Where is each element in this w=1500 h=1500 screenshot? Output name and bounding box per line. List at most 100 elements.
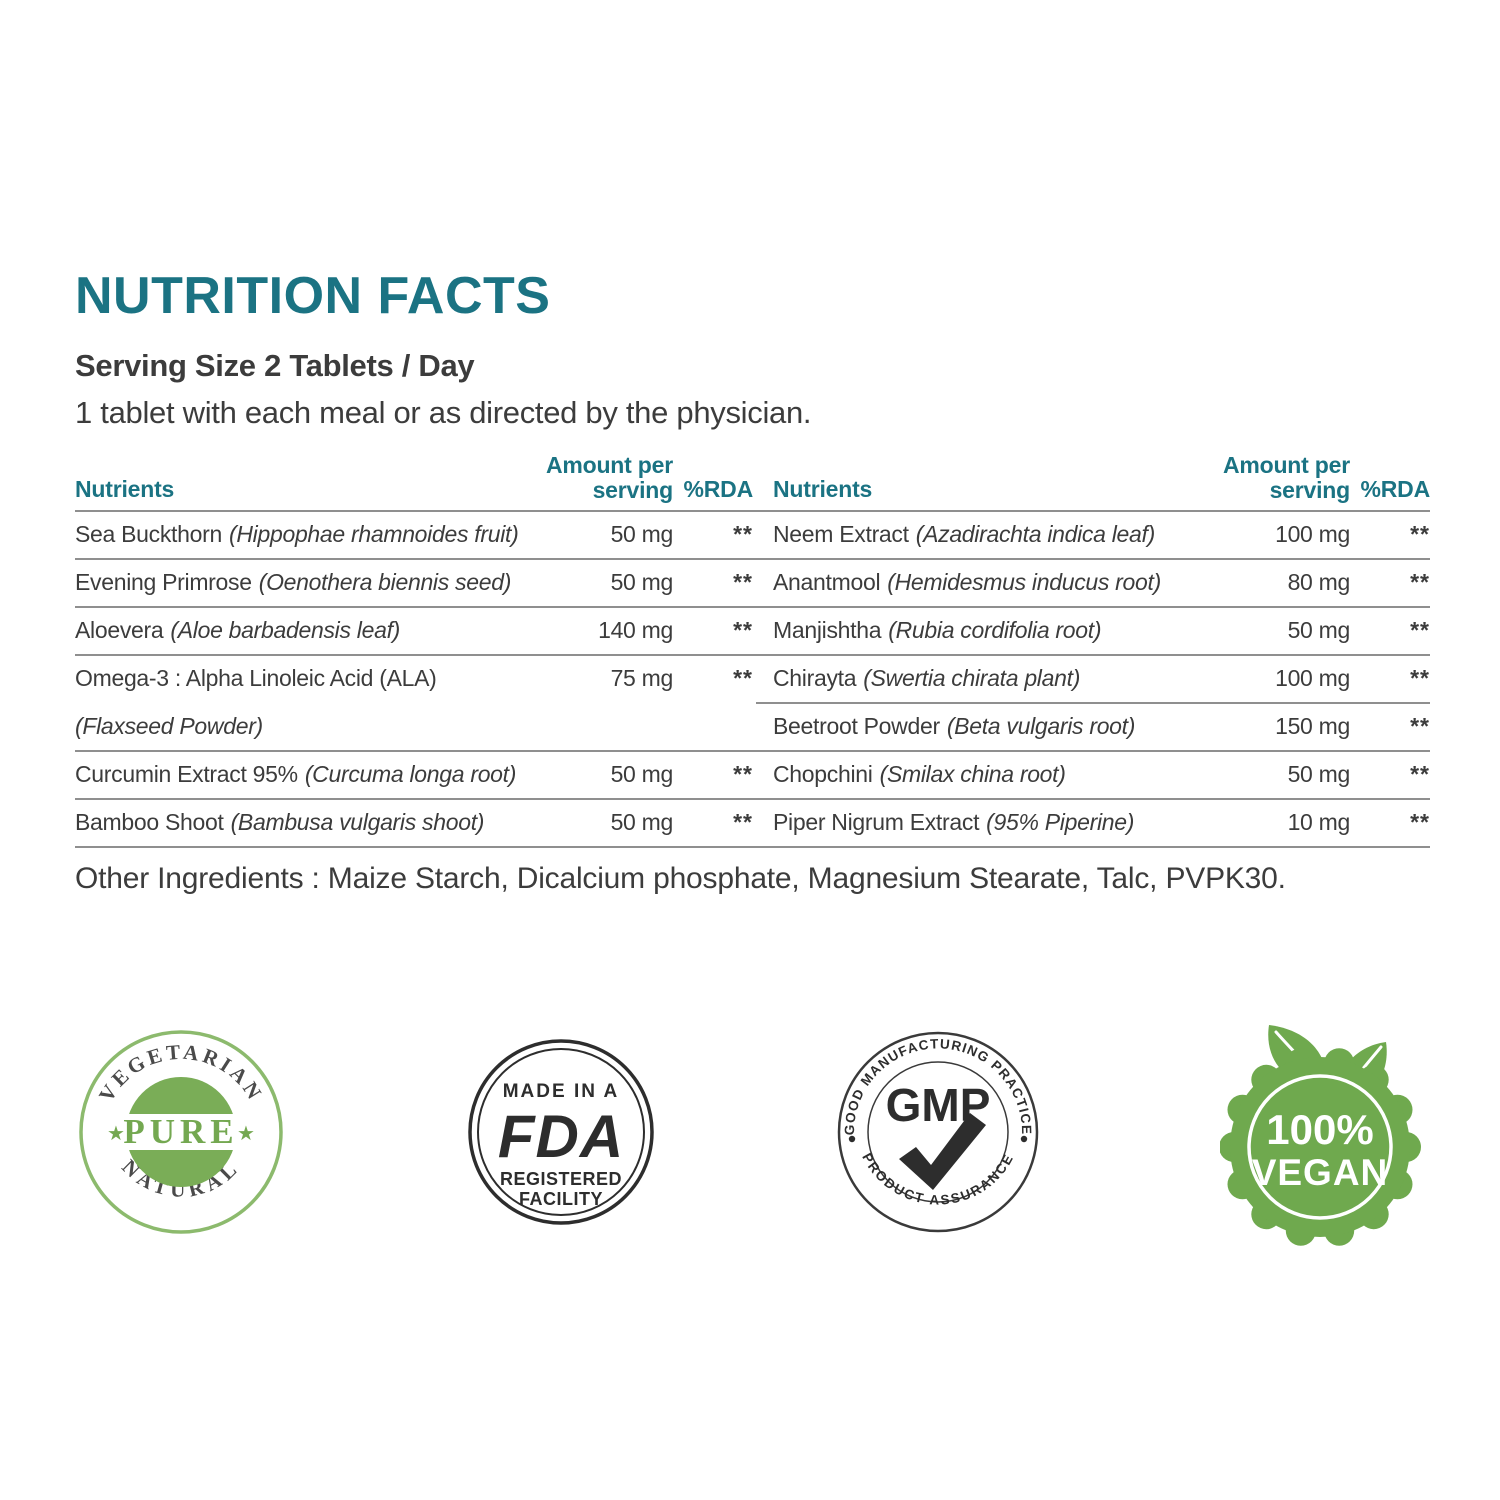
nutrient-name-cell: Manjishtha (Rubia cordifolia root) bbox=[773, 617, 1240, 644]
nutrient-name-cell: Anantmool (Hemidesmus inducus root) bbox=[773, 569, 1240, 596]
fda-registered-facility-badge-icon: MADE IN A FDA REGISTERED FACILITY bbox=[468, 1039, 654, 1225]
nutrient-row: Manjishtha (Rubia cordifolia root) 50 mg … bbox=[773, 606, 1430, 654]
amount-value: 140 mg bbox=[598, 616, 673, 643]
vegan-badge-icon: 100% VEGAN bbox=[1220, 1025, 1421, 1246]
botanical-name: (Flaxseed Powder) bbox=[75, 712, 263, 739]
other-ingredients-text: Other Ingredients : Maize Starch, Dicalc… bbox=[75, 862, 1286, 895]
nutrient-row: Bamboo Shoot (Bambusa vulgaris shoot) 50 … bbox=[75, 798, 753, 846]
nutrient-name-cell: Bamboo Shoot (Bambusa vulgaris shoot) bbox=[75, 809, 563, 836]
nutrient-name-cell: Chopchini (Smilax china root) bbox=[773, 761, 1240, 788]
col-header-nutrients: Nutrients bbox=[773, 476, 873, 502]
rda-value: ** bbox=[1410, 616, 1430, 643]
badge-dot bbox=[848, 1135, 856, 1143]
rda-value: ** bbox=[1410, 712, 1430, 739]
star-icon: ★ bbox=[237, 1123, 255, 1145]
nutrient-name-cell: Curcumin Extract 95% (Curcuma longa root) bbox=[75, 761, 563, 788]
rda-value: ** bbox=[733, 665, 753, 691]
nutrient-row: Beetroot Powder (Beta vulgaris root) 150 … bbox=[773, 702, 1430, 750]
rda-value: ** bbox=[733, 760, 753, 787]
amount-value: 150 mg bbox=[1275, 712, 1350, 739]
table-rule bbox=[75, 510, 1430, 512]
star-icon: ★ bbox=[107, 1123, 125, 1145]
botanical-name: (95% Piperine) bbox=[986, 808, 1135, 835]
nutrient-row: Evening Primrose (Oenothera biennis seed)… bbox=[75, 558, 753, 606]
botanical-name: (Curcuma longa root) bbox=[304, 760, 517, 787]
nutrient-name: Neem Extract bbox=[773, 520, 909, 547]
botanical-name: (Swertia chirata plant) bbox=[863, 664, 1081, 691]
nutrient-row: Chirayta (Swertia chirata plant) 100 mg *… bbox=[773, 654, 1430, 702]
table-rule bbox=[75, 798, 1430, 800]
nutrient-name: Aloevera bbox=[75, 616, 164, 643]
pure-vegetarian-natural-badge-icon: VEGETARIAN NATURAL PURE ★ ★ bbox=[79, 1030, 283, 1234]
nutrient-row: Sea Buckthorn (Hippophae rhamnoides fruit… bbox=[75, 510, 753, 558]
directions-text: 1 tablet with each meal or as directed b… bbox=[75, 395, 812, 430]
table-rule bbox=[75, 654, 1430, 656]
table-rule-partial bbox=[756, 702, 1430, 704]
nutrient-row: Aloevera (Aloe barbadensis leaf) 140 mg *… bbox=[75, 606, 753, 654]
rda-value: ** bbox=[733, 568, 753, 595]
scalloped-seal bbox=[1220, 1048, 1421, 1246]
nutrient-name-cell: Omega-3 : Alpha Linoleic Acid (ALA) (Fla… bbox=[75, 654, 563, 750]
rda-value: ** bbox=[1410, 664, 1430, 691]
badge-top-text: MADE IN A bbox=[503, 1081, 620, 1102]
nutrient-name: Bamboo Shoot bbox=[75, 808, 224, 835]
table-rule bbox=[75, 558, 1430, 560]
col-header-nutrients: Nutrients bbox=[75, 476, 175, 502]
badge-ring-outer bbox=[468, 1039, 654, 1225]
nutrient-name: Anantmool bbox=[773, 568, 881, 595]
table-rule bbox=[75, 750, 1430, 752]
nutrient-row-omega3: Omega-3 : Alpha Linoleic Acid (ALA) (Fla… bbox=[75, 654, 753, 750]
nutrient-name: Sea Buckthorn bbox=[75, 520, 222, 547]
nutrient-name: Evening Primrose bbox=[75, 568, 252, 595]
nutrients-table-right: Nutrients Amount per serving %RDA Neem E… bbox=[773, 453, 1431, 848]
nutrient-name-cell: Chirayta (Swertia chirata plant) bbox=[773, 665, 1240, 692]
nutrient-name: Omega-3 : Alpha Linoleic Acid (ALA) bbox=[75, 664, 437, 691]
badge-line1-text: REGISTERED bbox=[500, 1169, 622, 1189]
badge-ring bbox=[1247, 1074, 1393, 1220]
botanical-name: (Oenothera biennis seed) bbox=[258, 568, 512, 595]
badge-dot bbox=[1020, 1135, 1028, 1143]
botanical-name: (Hemidesmus inducus root) bbox=[887, 568, 1161, 595]
nutrient-row: Neem Extract (Azadirachta indica leaf) 10… bbox=[773, 510, 1430, 558]
nutrient-row: Anantmool (Hemidesmus inducus root) 80 mg… bbox=[773, 558, 1430, 606]
nutrient-name-cell: Evening Primrose (Oenothera biennis seed) bbox=[75, 569, 563, 596]
nutrient-name: Curcumin Extract 95% bbox=[75, 760, 298, 787]
nutrient-row: Piper Nigrum Extract (95% Piperine) 10 mg… bbox=[773, 798, 1430, 846]
col-header-amount: Amount per serving bbox=[1222, 452, 1350, 504]
amount-value: 50 mg bbox=[610, 760, 674, 787]
col-header-amount: Amount per serving bbox=[545, 452, 673, 504]
rda-value: ** bbox=[1410, 808, 1430, 835]
table-rule bbox=[75, 606, 1430, 608]
botanical-name: (Aloe barbadensis leaf) bbox=[170, 616, 401, 643]
botanical-name: (Hippophae rhamnoides fruit) bbox=[228, 520, 519, 547]
botanical-name: (Azadirachta indica leaf) bbox=[915, 520, 1156, 547]
rda-value: ** bbox=[1410, 520, 1430, 547]
nutrient-name: Chirayta bbox=[773, 664, 857, 691]
badge-ring-inner bbox=[867, 1061, 1009, 1203]
amount-value: 50 mg bbox=[610, 520, 674, 547]
nutrient-name: Chopchini bbox=[773, 760, 873, 787]
fda-logo-text: FDA bbox=[498, 1103, 624, 1170]
amount-value: 50 mg bbox=[1287, 760, 1351, 787]
amount-value: 75 mg bbox=[610, 665, 674, 691]
amount-value: 50 mg bbox=[610, 808, 674, 835]
rda-value: ** bbox=[733, 616, 753, 643]
nutrient-name-cell: Aloevera (Aloe barbadensis leaf) bbox=[75, 617, 563, 644]
rda-value: ** bbox=[1410, 760, 1430, 787]
col-header-rda: %RDA bbox=[1360, 476, 1431, 502]
table-rule bbox=[75, 846, 1430, 848]
nutrient-name-cell: Neem Extract (Azadirachta indica leaf) bbox=[773, 521, 1240, 548]
nutrients-table: Nutrients Amount per serving %RDA Sea Bu… bbox=[75, 453, 1431, 848]
nutrient-name: Manjishtha bbox=[773, 616, 882, 643]
botanical-name: (Smilax china root) bbox=[879, 760, 1066, 787]
nutrient-row: Curcumin Extract 95% (Curcuma longa root)… bbox=[75, 750, 753, 798]
botanical-name: (Bambusa vulgaris shoot) bbox=[230, 808, 485, 835]
rda-value: ** bbox=[733, 808, 753, 835]
page-title: NUTRITION FACTS bbox=[75, 267, 551, 325]
nutrient-name-cell: Piper Nigrum Extract (95% Piperine) bbox=[773, 809, 1240, 836]
checkmark-icon bbox=[899, 1113, 986, 1190]
amount-value: 50 mg bbox=[610, 568, 674, 595]
nutrient-name: Beetroot Powder bbox=[773, 712, 940, 739]
amount-value: 100 mg bbox=[1275, 664, 1350, 691]
